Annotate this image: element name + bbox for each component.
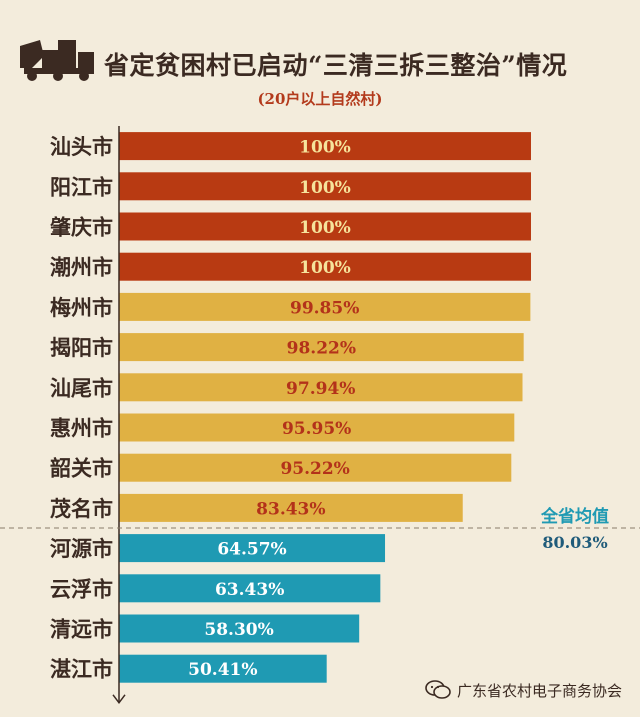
value-label: 95.95% <box>282 419 351 439</box>
bar <box>119 132 531 161</box>
value-label: 97.94% <box>286 379 355 399</box>
bar <box>119 654 327 683</box>
category-label: 梅州市 <box>50 295 113 320</box>
average-label: 全省均值 <box>540 506 609 527</box>
bar <box>119 373 523 402</box>
bar <box>119 292 531 321</box>
chart-header: 省定贫困村已启动“三清三拆三整治”情况 (20户以上自然村) <box>0 0 640 120</box>
value-label: 100% <box>299 258 351 278</box>
bar <box>119 413 515 442</box>
value-label: 100% <box>299 178 351 198</box>
value-label: 50.41% <box>188 660 257 680</box>
value-label: 63.43% <box>215 580 284 600</box>
category-label: 湛江市 <box>50 657 113 682</box>
bar <box>119 252 531 281</box>
value-label: 98.22% <box>287 339 356 359</box>
wechat-icon <box>425 680 451 699</box>
category-label: 茂名市 <box>50 496 113 521</box>
bar <box>119 212 531 241</box>
category-label: 汕头市 <box>50 134 113 159</box>
value-label: 58.30% <box>204 620 273 640</box>
category-label: 肇庆市 <box>50 215 113 240</box>
value-label: 95.22% <box>280 459 349 479</box>
value-label: 83.43% <box>256 499 325 519</box>
bar <box>119 172 531 201</box>
footer-credit-text: 广东省农村电子商务协会 <box>456 681 622 700</box>
bar <box>119 493 463 522</box>
category-label: 汕尾市 <box>50 375 113 400</box>
bar <box>119 333 524 362</box>
chart-subtitle: (20户以上自然村) <box>257 90 383 108</box>
value-label: 100% <box>299 138 351 158</box>
bar <box>119 534 386 563</box>
category-label: 惠州市 <box>50 416 113 441</box>
value-label: 99.85% <box>290 298 359 318</box>
bulldozer-icon <box>20 40 94 81</box>
bar <box>119 574 381 603</box>
bar <box>119 614 360 643</box>
average-value: 80.03% <box>542 533 607 552</box>
category-label: 河源市 <box>50 536 113 561</box>
chart-title: 省定贫困村已启动“三清三拆三整治”情况 <box>104 51 568 80</box>
category-label: 揭阳市 <box>50 335 113 360</box>
axis-arrow <box>112 694 126 705</box>
category-label: 清远市 <box>50 617 113 642</box>
category-label: 韶关市 <box>50 456 113 481</box>
bar <box>119 453 512 482</box>
category-label: 阳江市 <box>50 174 113 199</box>
footer-credit: 广东省农村电子商务协会 <box>425 678 622 702</box>
value-label: 100% <box>299 218 351 238</box>
category-label: 潮州市 <box>50 255 113 280</box>
category-label: 云浮市 <box>50 576 113 601</box>
value-label: 64.57% <box>217 540 286 560</box>
